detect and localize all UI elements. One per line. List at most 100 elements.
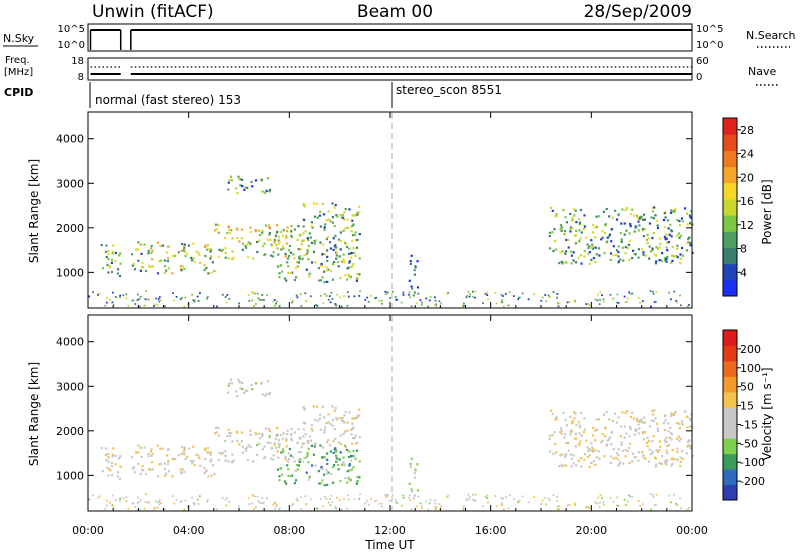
range-cell [583,458,586,461]
range-cell [112,244,115,247]
range-cell [247,497,250,500]
range-cell [107,271,110,274]
range-cell [158,499,161,501]
range-cell [629,225,632,228]
range-cell [679,456,682,459]
range-cell [244,244,247,247]
range-cell [111,291,114,294]
range-cell [521,495,524,498]
range-cell [675,255,678,258]
range-cell [561,453,564,456]
range-cell [320,465,323,469]
range-cell [558,505,561,508]
range-cell [629,212,633,215]
range-cell [216,508,218,511]
range-cell [166,463,169,466]
range-cell [416,489,420,492]
range-cell [197,300,200,302]
range-cell [670,298,672,301]
range-cell [603,455,606,458]
range-cell [302,428,305,431]
range-cell [286,433,289,436]
range-cell [408,494,411,497]
colorbar-segment [723,182,737,200]
range-cell [652,290,654,293]
range-cell [193,299,196,301]
range-cell [668,291,671,294]
range-cell [339,442,343,446]
range-cell [564,230,567,233]
range-cell [206,451,209,454]
range-cell [599,298,601,301]
range-cell [429,498,432,501]
range-cell [119,294,121,297]
range-cell [583,255,586,258]
range-cell [183,247,186,250]
colorbar-tick-label: 16 [740,195,754,208]
range-cell [425,297,428,300]
range-cell [579,208,583,212]
range-cell [619,232,622,235]
freq-label-top: Freq. [5,55,30,66]
range-cell [674,207,677,210]
range-cell [663,226,667,229]
range-cell [297,248,300,251]
range-cell [353,214,356,217]
freq-left-tick-top: 18 [71,56,84,67]
colorbar-segment [723,391,737,408]
range-cell [573,417,576,420]
range-cell [111,461,114,464]
range-cell [358,498,361,500]
range-cell [287,452,290,455]
range-cell [681,423,684,426]
range-cell [339,214,342,217]
range-cell [565,453,568,456]
range-cell [197,503,200,505]
range-cell [312,250,316,253]
range-cell [303,253,306,257]
range-cell [287,458,291,461]
range-cell [467,493,470,496]
range-cell [183,508,186,511]
range-cell [571,422,574,425]
range-cell [639,216,642,219]
range-cell [567,238,570,242]
range-cell [325,266,328,269]
range-cell [310,427,313,431]
range-cell [574,445,577,448]
range-cell [278,304,281,307]
range-cell [291,504,293,507]
range-cell [312,405,315,408]
range-cell [174,254,177,258]
range-cell [620,425,623,428]
range-cell [227,181,230,184]
range-cell [410,305,413,308]
freq-trace [90,66,692,75]
range-cell [172,292,174,295]
range-cell [342,432,345,435]
range-cell [582,228,585,231]
range-cell [193,261,196,264]
range-cell [400,301,403,304]
range-cell [307,258,310,261]
range-cell [305,471,308,474]
range-cell [414,265,417,268]
range-cell [296,499,299,502]
range-cell [651,237,654,240]
colorbar-frame [722,117,738,297]
range-cell [278,443,281,446]
range-cell [654,465,657,468]
range-cell [149,450,153,453]
range-cell [626,450,629,453]
range-cell [159,259,162,262]
range-cell [609,258,612,261]
range-cell [643,416,646,419]
range-cell [292,503,294,505]
range-cell [112,303,115,306]
range-cell [594,501,597,504]
range-cell [158,300,161,303]
range-cell [655,290,658,293]
range-cell [114,260,117,263]
range-cell [146,501,149,504]
range-cell [621,208,624,211]
